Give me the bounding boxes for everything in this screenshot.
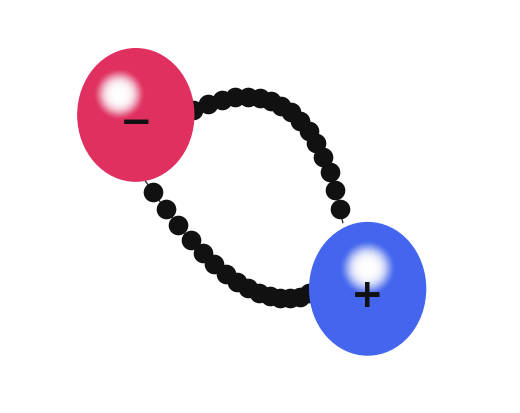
Point — [204, 102, 212, 108]
Point — [244, 285, 253, 292]
Point — [186, 237, 194, 244]
Point — [189, 107, 198, 114]
Point — [305, 290, 313, 297]
Point — [218, 97, 226, 104]
Point — [312, 140, 320, 147]
Circle shape — [350, 251, 385, 286]
Text: +: + — [352, 277, 384, 315]
Circle shape — [347, 248, 388, 289]
Circle shape — [361, 262, 374, 275]
Circle shape — [108, 84, 131, 106]
Circle shape — [117, 93, 122, 97]
Circle shape — [345, 246, 391, 291]
Circle shape — [112, 88, 127, 102]
Circle shape — [349, 249, 386, 287]
Point — [267, 98, 275, 105]
Circle shape — [343, 244, 392, 292]
Circle shape — [362, 263, 373, 274]
Circle shape — [98, 74, 140, 116]
Point — [233, 279, 241, 285]
Point — [266, 293, 274, 300]
Point — [161, 206, 170, 213]
Circle shape — [100, 76, 138, 114]
Circle shape — [352, 252, 384, 285]
Circle shape — [358, 259, 377, 278]
Point — [244, 94, 252, 101]
Circle shape — [109, 85, 129, 105]
Circle shape — [359, 261, 376, 277]
Point — [256, 95, 264, 102]
Point — [319, 154, 328, 161]
Circle shape — [107, 83, 132, 107]
Circle shape — [106, 81, 133, 109]
Circle shape — [353, 254, 382, 283]
Point — [295, 294, 304, 300]
Point — [210, 261, 218, 268]
Point — [305, 128, 313, 135]
Point — [255, 290, 263, 297]
Circle shape — [111, 86, 128, 104]
Circle shape — [354, 255, 381, 282]
Ellipse shape — [78, 50, 194, 182]
Circle shape — [366, 267, 369, 270]
Point — [174, 223, 183, 229]
Circle shape — [113, 89, 125, 101]
Circle shape — [357, 258, 379, 279]
Circle shape — [346, 247, 389, 290]
Point — [314, 286, 322, 292]
Point — [277, 103, 285, 110]
Ellipse shape — [310, 223, 425, 355]
Circle shape — [105, 80, 134, 110]
Point — [286, 295, 294, 301]
Point — [276, 295, 284, 301]
Circle shape — [115, 91, 123, 99]
Point — [231, 95, 240, 101]
Circle shape — [99, 75, 139, 115]
Circle shape — [118, 94, 121, 96]
Circle shape — [103, 79, 135, 111]
Circle shape — [365, 266, 370, 271]
Point — [287, 110, 295, 116]
Circle shape — [363, 264, 372, 273]
Circle shape — [356, 256, 380, 280]
Point — [199, 250, 207, 256]
Point — [222, 271, 230, 277]
Point — [336, 206, 344, 213]
Point — [296, 118, 304, 125]
Point — [331, 187, 339, 194]
Circle shape — [97, 73, 141, 117]
Point — [149, 189, 157, 195]
Circle shape — [114, 90, 124, 100]
Text: −: − — [120, 103, 152, 141]
Point — [326, 170, 334, 176]
Circle shape — [102, 78, 137, 112]
